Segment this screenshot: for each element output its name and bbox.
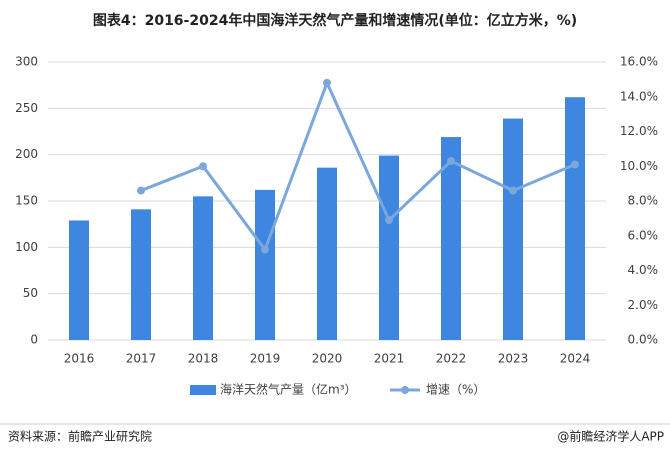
y2-tick-label: 6.0% — [628, 228, 659, 242]
bar — [131, 209, 151, 340]
line-marker — [199, 162, 207, 171]
bar — [193, 196, 213, 340]
y2-tick-label: 10.0% — [620, 159, 658, 173]
y2-tick-label: 8.0% — [628, 194, 659, 208]
x-tick-label: 2018 — [188, 352, 219, 366]
x-tick-label: 2022 — [436, 352, 467, 366]
y-tick-label: 100 — [15, 240, 38, 254]
line-marker — [509, 186, 517, 195]
y-tick-label: 200 — [15, 147, 38, 161]
line-marker — [261, 245, 269, 254]
bar — [503, 118, 523, 340]
y-tick-label: 250 — [15, 101, 38, 115]
legend-swatch-marker — [401, 386, 409, 394]
x-tick-label: 2021 — [374, 352, 405, 366]
source: 资料来源：前瞻产业研究院 — [8, 429, 152, 444]
x-tick-label: 2020 — [312, 352, 343, 366]
line-marker — [447, 157, 455, 166]
line-marker — [571, 160, 579, 169]
bar — [317, 167, 337, 340]
y2-tick-label: 16.0% — [620, 55, 658, 69]
y2-tick-label: 12.0% — [620, 124, 658, 138]
y2-tick-label: 0.0% — [628, 333, 659, 347]
line-marker — [137, 186, 145, 195]
x-tick-label: 2019 — [250, 352, 281, 366]
line — [140, 78, 576, 253]
y-tick-label: 150 — [15, 194, 38, 208]
line-marker — [385, 216, 393, 225]
bar — [441, 137, 461, 340]
x-tick-label: 2024 — [560, 352, 591, 366]
x-tick-label: 2017 — [126, 352, 157, 366]
legend-label: 海洋天然气产量（亿m³） — [220, 382, 357, 397]
x-tick-label: 2023 — [498, 352, 529, 366]
x-tick-label: 2016 — [64, 352, 95, 366]
bar — [255, 189, 275, 340]
y2-tick-label: 14.0% — [620, 89, 658, 103]
y-tick-label: 300 — [15, 55, 38, 69]
bar — [565, 97, 585, 340]
credit: @前瞻经济学人APP — [557, 429, 664, 444]
y2-tick-label: 2.0% — [628, 298, 659, 312]
y2-tick-label: 4.0% — [628, 263, 659, 277]
legend-label: 增速（%） — [426, 383, 485, 397]
y-tick-label: 50 — [23, 286, 38, 300]
chart-title: 图表4：2016-2024年中国海洋天然气产量和增速情况(单位：亿立方米，%) — [93, 12, 577, 29]
bar — [379, 155, 399, 340]
y-tick-label: 0 — [30, 333, 38, 347]
legend-swatch — [190, 385, 216, 395]
bar — [69, 220, 89, 340]
line-marker — [323, 78, 331, 87]
